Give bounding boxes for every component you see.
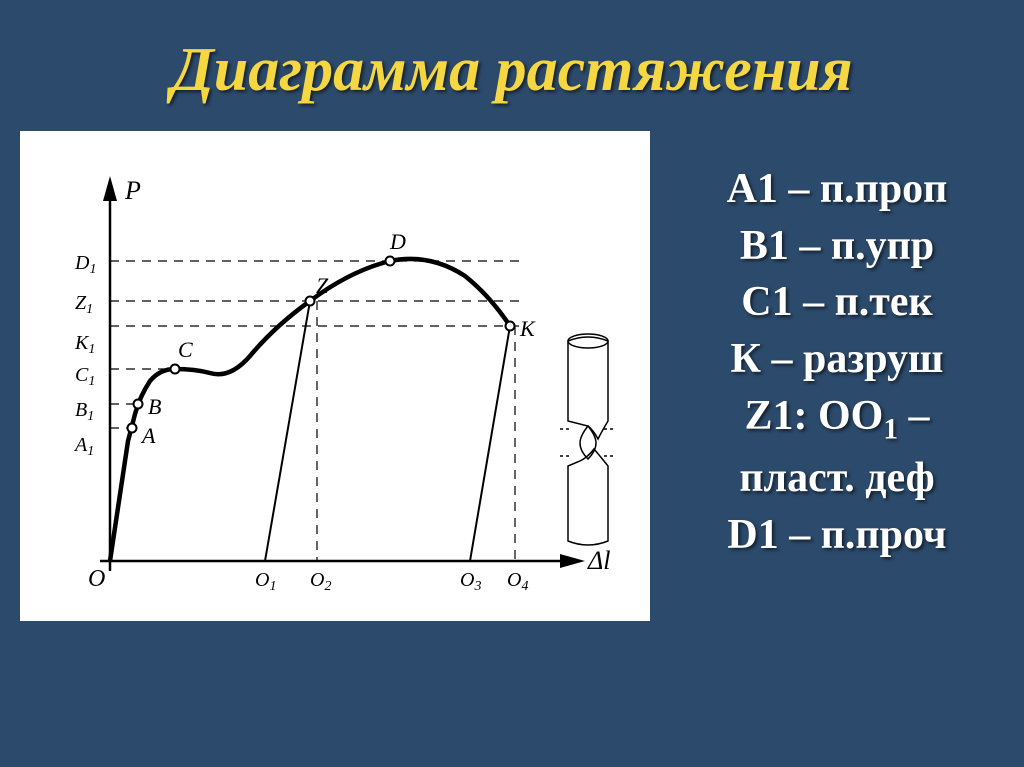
svg-text:K1: K1 [74,332,95,357]
svg-text:Z: Z [316,273,329,298]
stress-strain-diagram: P Δl O [20,131,650,621]
content-row: P Δl O [0,131,1024,621]
dash-vertical [317,301,515,561]
svg-text:A: A [140,423,156,448]
legend-a1: А1 – п.проп [670,161,1004,218]
y-axis-label: P [124,176,141,205]
svg-text:K: K [519,316,536,341]
axes: P Δl O [88,176,610,592]
legend-d1: D1 – п.проч [670,507,1004,564]
svg-text:O4: O4 [507,569,528,594]
curve-point-labels: A B C Z D K [140,229,536,448]
legend-c1: С1 – п.тек [670,274,1004,331]
legend-b1: В1 – п.упр [670,218,1004,275]
legend-k: К – разруш [670,331,1004,388]
x-axis-tick-labels: O1 O2 O3 O4 [255,569,528,594]
svg-text:B1: B1 [75,399,94,424]
svg-text:O1: O1 [255,569,276,594]
svg-text:O3: O3 [460,569,481,594]
page-title: Диаграмма растяжения [0,0,1024,106]
specimen-icon [560,334,616,545]
chart-svg: P Δl O [20,131,650,621]
unload-lines [265,301,510,561]
svg-text:C: C [178,337,193,362]
svg-text:B: B [148,394,161,419]
legend-panel: А1 – п.проп В1 – п.упр С1 – п.тек К – ра… [670,131,1024,621]
x-axis-label: Δl [587,546,610,575]
svg-text:C1: C1 [75,364,95,389]
svg-text:O2: O2 [310,569,331,594]
svg-text:A1: A1 [73,434,94,459]
svg-text:Z1: Z1 [75,292,93,317]
legend-z1: Z1: ОО1 – [670,388,1004,450]
legend-z1b: пласт. деф [670,450,1004,507]
svg-text:D: D [389,229,406,254]
y-axis-point-labels: D1 Z1 K1 C1 B1 A1 [73,252,96,459]
svg-text:D1: D1 [74,252,96,277]
origin-label: O [88,566,105,592]
